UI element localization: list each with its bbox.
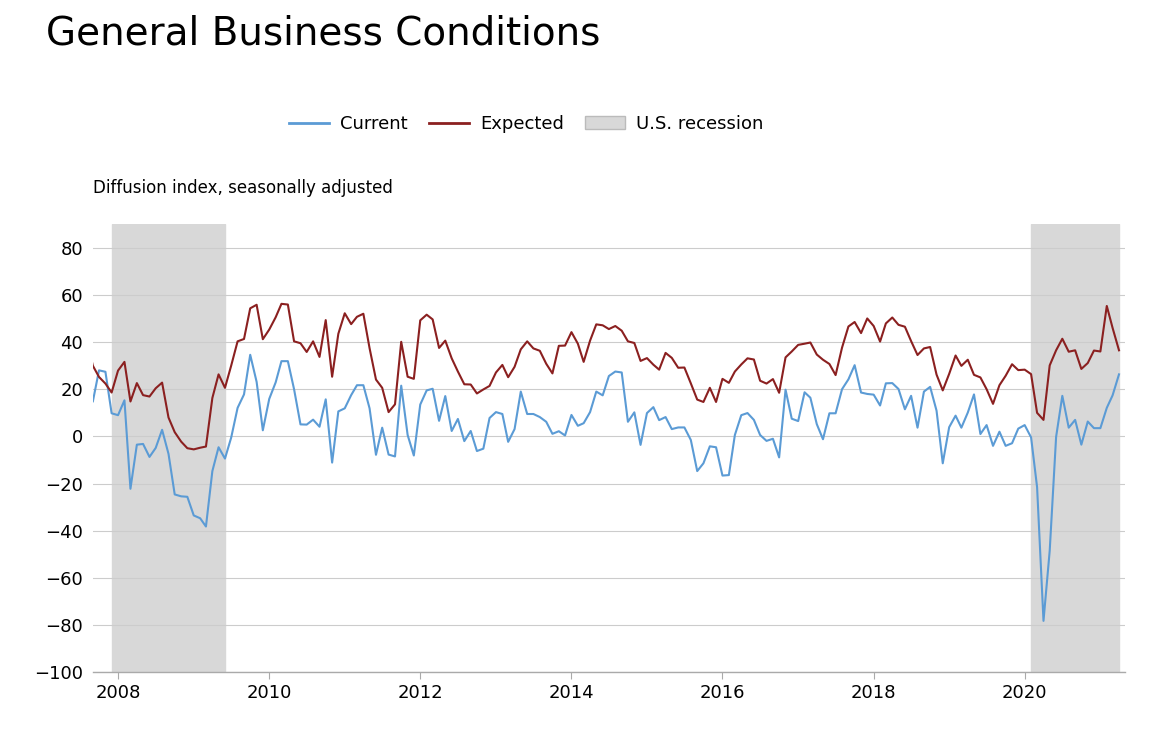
Bar xyxy=(1031,224,1119,672)
Text: General Business Conditions: General Business Conditions xyxy=(46,15,601,53)
Text: Diffusion index, seasonally adjusted: Diffusion index, seasonally adjusted xyxy=(93,179,393,197)
Legend: Current, Expected, U.S. recession: Current, Expected, U.S. recession xyxy=(282,108,770,140)
Bar xyxy=(111,224,225,672)
